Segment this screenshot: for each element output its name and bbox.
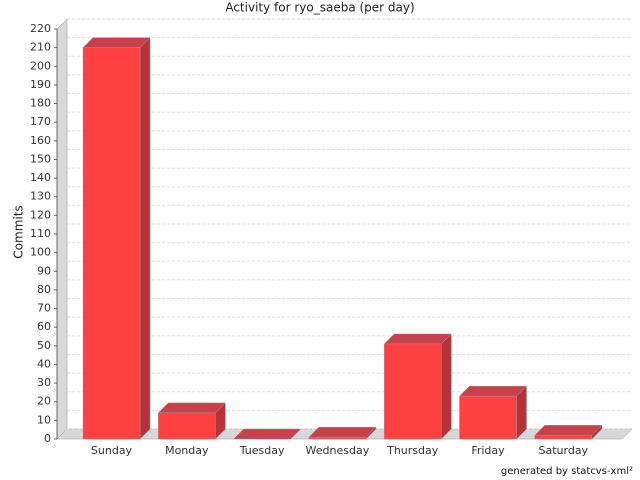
y-tick-label: 90 <box>37 264 51 277</box>
bar-top <box>383 333 452 345</box>
y-axis-title: Commits <box>12 205 26 258</box>
y-tick-label: 20 <box>37 395 51 408</box>
bar-side <box>440 333 452 440</box>
bar <box>383 343 442 440</box>
bar-top <box>157 402 226 414</box>
y-tick-label: 40 <box>37 357 51 370</box>
x-tick-label: Thursday <box>386 444 439 457</box>
bar <box>459 395 517 440</box>
x-tick-label: Sunday <box>91 444 133 457</box>
bar-side <box>139 37 151 440</box>
y-tick-label: 70 <box>37 302 51 315</box>
x-tick-label: Monday <box>165 444 209 457</box>
x-tick-label: Friday <box>471 444 505 457</box>
footer: generated by statcvs-xml² <box>501 466 633 477</box>
y-tick-label: 180 <box>30 97 51 110</box>
bar-top <box>458 385 528 397</box>
y-tick-label: 10 <box>37 413 51 426</box>
y-tick-label: 140 <box>30 171 51 184</box>
y-tick-label: 120 <box>30 208 51 221</box>
y-tick-label: 0 <box>44 432 51 445</box>
y-tick-label: 100 <box>30 246 51 259</box>
bar <box>158 412 216 440</box>
x-tick-label: Tuesday <box>239 444 285 457</box>
y-tick-label: 200 <box>30 59 51 72</box>
bar <box>534 435 593 440</box>
y-tick-label: 130 <box>30 190 51 203</box>
y-tick-label: 190 <box>30 78 51 91</box>
y-tick-label: 60 <box>37 320 51 333</box>
bar-top <box>534 425 603 436</box>
left-wall <box>56 18 68 440</box>
y-tick-label: 210 <box>30 41 51 54</box>
bar-top <box>308 426 377 438</box>
y-tick-label: 170 <box>30 115 51 128</box>
bar <box>308 436 367 440</box>
y-tick-label: 220 <box>30 22 51 35</box>
bar-top <box>82 37 151 48</box>
x-tick-label: Wednesday <box>306 444 370 457</box>
bar <box>82 47 141 440</box>
chart-title: Activity for ryo_saeba (per day) <box>225 1 414 15</box>
y-tick-label: 30 <box>37 376 51 389</box>
bar-top <box>232 428 302 440</box>
y-tick-label: 160 <box>30 134 51 147</box>
x-tick-label: Saturday <box>539 444 589 457</box>
y-tick-label: 50 <box>37 339 51 352</box>
y-tick-label: 110 <box>30 227 51 240</box>
y-tick-label: 150 <box>30 152 51 165</box>
y-tick-label: 80 <box>37 283 51 296</box>
